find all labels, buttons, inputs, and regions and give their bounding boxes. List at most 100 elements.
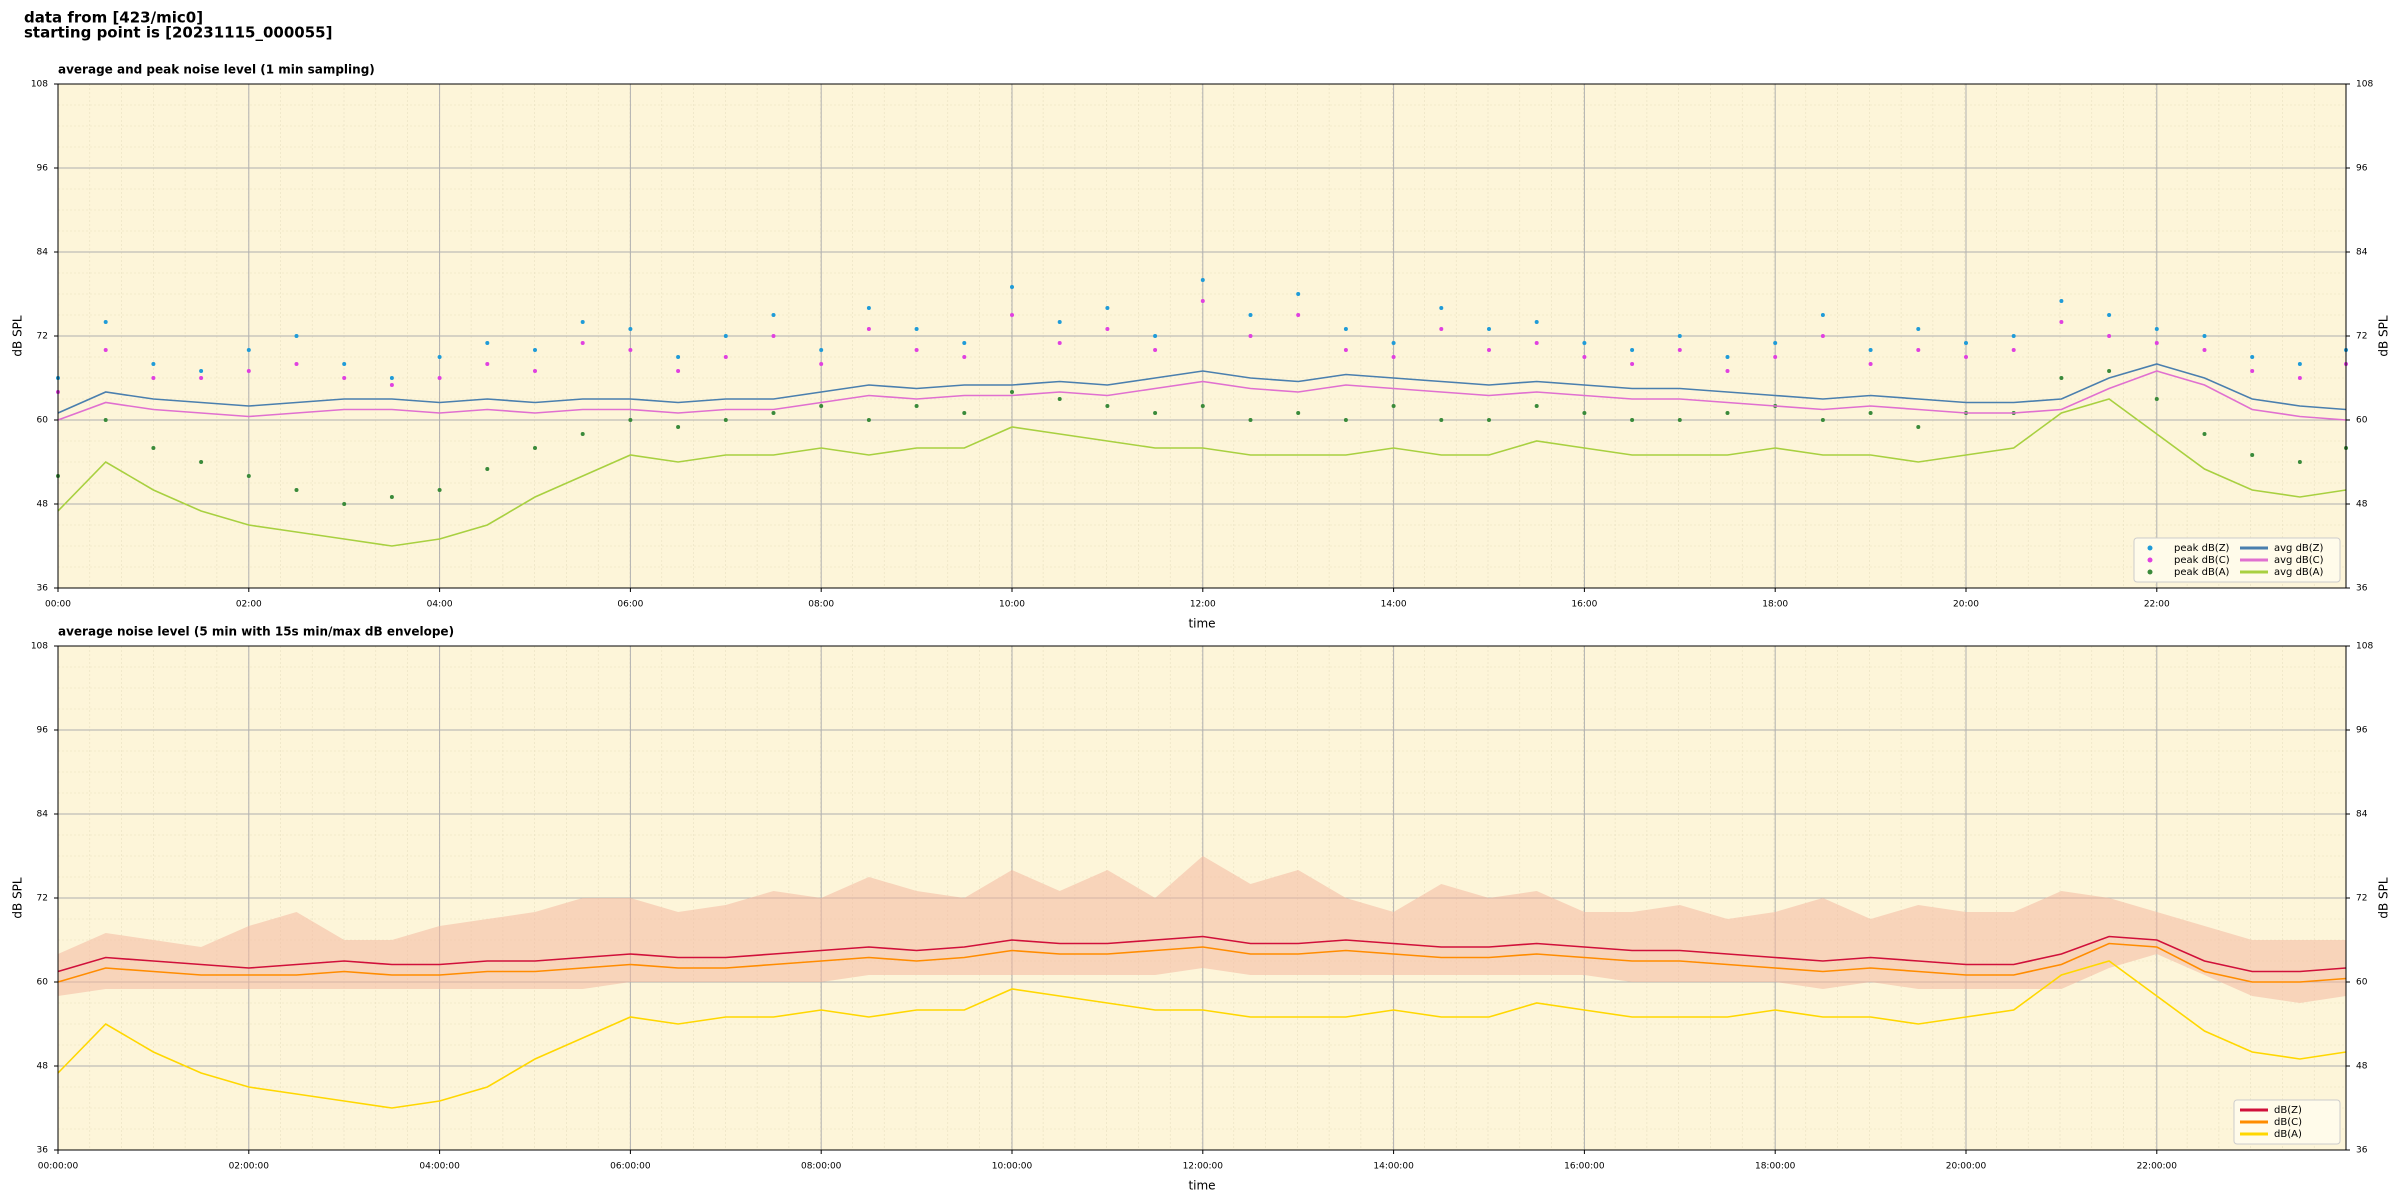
peak-point [1439,418,1444,422]
x-axis-label: time [1188,1179,1215,1193]
peak-point [1534,341,1539,345]
peak-point [389,383,394,387]
x-tick-label: 20:00:00 [1946,1162,1987,1172]
peak-point [2297,376,2302,380]
peak-point [1343,327,1348,331]
peak-point [532,348,537,352]
peak-point [1105,306,1110,310]
peak-point [437,376,442,380]
peak-point [1296,411,1301,415]
series-line [57,363,2347,414]
plot-frame [57,645,2347,1151]
y-tick-label: 60 [37,978,49,988]
peak-point [2202,432,2207,436]
legend-label: dB(A) [2274,1129,2302,1140]
header-line: data from [423/mic0] [24,9,203,27]
peak-point [103,348,108,352]
peak-point [1868,362,1873,366]
y2-tick-label: 48 [2356,500,2368,510]
peak-point [1773,341,1778,345]
y-tick-label: 48 [37,500,49,510]
peak-point [771,334,776,338]
y-axis-label: dB SPL [11,315,25,357]
peak-point [914,404,919,408]
peak-point [866,327,871,331]
y-tick-label: 36 [37,584,49,594]
peak-point [103,320,108,324]
peak-point [1630,418,1635,422]
x-tick-label: 20:00 [1953,600,1979,610]
x-tick-label: 02:00:00 [229,1162,270,1172]
peak-point [199,376,204,380]
peak-point [962,355,967,359]
peak-point [723,418,728,422]
peak-point [1725,355,1730,359]
peak-point [1248,334,1253,338]
peak-point [437,488,442,492]
x-tick-label: 22:00 [2144,600,2170,610]
peak-point [676,355,681,359]
peak-point [1153,348,1158,352]
peak-point [914,327,919,331]
peak-point [723,334,728,338]
x-tick-label: 12:00 [1190,600,1216,610]
legend-label: peak dB(C) [2174,555,2230,566]
peak-point [1963,355,1968,359]
legend-marker [2147,557,2153,563]
peak-point [1677,334,1682,338]
peak-point [294,362,299,366]
series-line [57,935,2347,973]
x-tick-label: 22:00:00 [2137,1162,2178,1172]
peak-point [294,488,299,492]
peak-point [294,334,299,338]
peak-point [2059,299,2064,303]
peak-point [485,467,490,471]
peak-point [103,418,108,422]
peak-point [1725,411,1730,415]
peak-point [1009,285,1014,289]
peak-point [1582,355,1587,359]
peak-point [2154,397,2159,401]
peak-point [246,369,251,373]
peak-point [2011,334,2016,338]
peak-point [199,460,204,464]
peak-point [866,418,871,422]
peak-point [437,355,442,359]
peak-point [1582,341,1587,345]
y-tick-label: 36 [37,1146,49,1156]
peak-point [723,355,728,359]
legend-marker [2147,569,2153,575]
x-tick-label: 02:00 [236,600,262,610]
x-axis-label: time [1188,617,1215,631]
x-tick-label: 00:00:00 [38,1162,79,1172]
peak-point [2011,348,2016,352]
x-tick-label: 06:00:00 [610,1162,651,1172]
y-tick-label: 72 [37,894,48,904]
peak-point [1343,418,1348,422]
peak-point [1725,369,1730,373]
peak-point [1343,348,1348,352]
x-tick-label: 14:00 [1381,600,1407,610]
peak-point [1534,404,1539,408]
peak-point [819,404,824,408]
y2-axis-label: dB SPL [2377,315,2391,357]
peak-point [151,362,156,366]
x-tick-label: 18:00:00 [1755,1162,1796,1172]
legend-box [2133,537,2341,583]
peak-point [151,376,156,380]
peak-point [962,341,967,345]
peak-point [1153,411,1158,415]
y-tick-label: 84 [37,810,49,820]
peak-point [771,313,776,317]
x-tick-label: 18:00 [1762,600,1788,610]
y2-tick-label: 108 [2356,80,2373,90]
peak-point [389,376,394,380]
peak-point [2107,369,2112,373]
peak-point [1916,348,1921,352]
y-tick-label: 108 [31,642,48,652]
peak-point [1391,341,1396,345]
y-tick-label: 84 [37,248,49,258]
x-tick-label: 04:00:00 [419,1162,460,1172]
y2-tick-label: 36 [2356,1146,2368,1156]
peak-point [1677,348,1682,352]
